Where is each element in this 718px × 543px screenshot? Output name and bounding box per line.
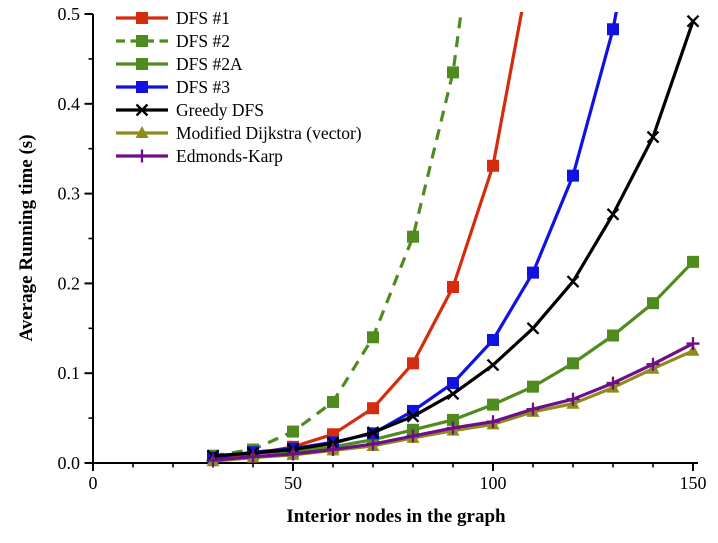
edmonds-karp-point-30	[206, 453, 220, 467]
dfs-2-point-70	[367, 331, 379, 344]
legend-marker-dfs-2a	[136, 58, 148, 70]
legend-label: DFS #2A	[176, 54, 243, 74]
dfs-2a-point-90	[447, 413, 459, 426]
series-dfs-2	[207, 12, 463, 462]
greedy-dfs-point-150	[686, 14, 700, 28]
legend-marker-dfs-2	[136, 35, 148, 47]
edmonds-karp-point-140	[646, 357, 660, 371]
dfs-1-point-70	[367, 402, 379, 415]
dfs-2-point-90	[447, 66, 459, 79]
legend: DFS #1 DFS #2 DFS #2A DFS #3 Greedy DFS Modif…	[116, 8, 362, 166]
dfs-3-point-100	[487, 333, 499, 346]
x-tick-label: 50	[284, 473, 302, 493]
dfs-3-point-90	[447, 377, 459, 390]
series-dfs-3	[207, 12, 619, 464]
edmonds-karp-point-100	[486, 415, 500, 429]
edmonds-karp-point-110	[526, 402, 540, 416]
legend-marker-modified-dijkstra-vector	[135, 126, 149, 138]
legend-item-greedy-dfs: Greedy DFS	[116, 100, 264, 120]
edmonds-karp-point-70	[366, 437, 380, 451]
series-line-edmonds-karp	[212, 342, 694, 462]
dfs-3-point-120	[567, 169, 579, 182]
edmonds-karp-point-80	[406, 429, 420, 443]
y-tick-label: 0.0	[58, 453, 81, 473]
dfs-1-point-100	[487, 159, 499, 172]
legend-label: DFS #2	[176, 31, 230, 51]
dfs-2a-point-140	[647, 297, 659, 310]
legend-item-edmonds-karp: Edmonds-Karp	[116, 146, 283, 166]
legend-item-dfs-3: DFS #3	[116, 77, 230, 97]
series-edmonds-karp	[206, 337, 700, 467]
dfs-2a-point-100	[487, 398, 499, 411]
dfs-2a-point-110	[527, 380, 539, 393]
legend-label: Modified Dijkstra (vector)	[176, 123, 362, 143]
dfs-2-point-60	[327, 395, 339, 408]
series-line-greedy-dfs	[212, 20, 695, 458]
y-tick-label: 0.3	[58, 184, 81, 204]
greedy-dfs-point-130	[606, 207, 620, 221]
dfs-1-point-80	[407, 357, 419, 370]
series-greedy-dfs	[206, 14, 700, 463]
y-tick-label: 0.5	[58, 4, 81, 24]
edmonds-karp-point-130	[606, 376, 620, 390]
series-line-dfs-1	[212, 12, 524, 460]
edmonds-karp-point-50	[286, 447, 300, 461]
legend-item-dfs-2: DFS #2	[116, 31, 230, 51]
legend-item-dfs-2a: DFS #2A	[116, 54, 243, 74]
greedy-dfs-point-70	[366, 426, 380, 439]
legend-label: DFS #3	[176, 77, 230, 97]
legend-label: Edmonds-Karp	[176, 146, 283, 166]
dfs-2a-point-130	[607, 329, 619, 342]
dfs-1-point-90	[447, 280, 459, 293]
y-tick-label: 0.1	[58, 363, 81, 383]
legend-item-dfs-1: DFS #1	[116, 8, 230, 28]
y-tick-label: 0.2	[58, 273, 81, 293]
legend-marker-dfs-1	[136, 12, 148, 24]
edmonds-karp-point-150	[686, 337, 700, 351]
series-line-dfs-2	[212, 12, 463, 458]
dfs-2-point-50	[287, 425, 299, 438]
dfs-3-point-110	[527, 266, 539, 279]
edmonds-karp-point-120	[566, 392, 580, 406]
x-tick-label: 100	[480, 473, 507, 493]
y-axis-title: Average Running time (s)	[16, 134, 37, 341]
legend-label: DFS #1	[176, 8, 230, 28]
legend-marker-dfs-3	[136, 81, 148, 93]
greedy-dfs-point-80	[406, 409, 420, 423]
edmonds-karp-point-60	[326, 443, 340, 457]
dfs-2-point-80	[407, 230, 419, 243]
edmonds-karp-point-90	[446, 421, 460, 435]
y-tick-label: 0.4	[58, 94, 81, 114]
x-axis-title: Interior nodes in the graph	[286, 506, 506, 527]
x-tick-label: 150	[680, 473, 707, 493]
dfs-3-point-130	[607, 23, 619, 36]
legend-label: Greedy DFS	[176, 100, 264, 120]
series-dfs-1	[207, 12, 524, 464]
legend-marker-greedy-dfs	[135, 103, 149, 117]
dfs-2a-point-150	[687, 255, 699, 268]
legend-item-modified-dijkstra-vector: Modified Dijkstra (vector)	[116, 123, 362, 143]
greedy-dfs-point-120	[566, 275, 580, 288]
plot-area	[206, 12, 700, 467]
series-line-modified-dijkstra-vector	[212, 349, 694, 463]
series-line-dfs-3	[212, 12, 618, 460]
greedy-dfs-point-110	[526, 321, 540, 335]
greedy-dfs-point-140	[646, 130, 660, 144]
greedy-dfs-point-100	[486, 358, 500, 372]
x-tick-label: 0	[89, 473, 98, 493]
greedy-dfs-point-90	[446, 387, 460, 401]
legend-marker-edmonds-karp	[135, 149, 149, 163]
dfs-2a-point-120	[567, 357, 579, 370]
edmonds-karp-point-40	[246, 450, 260, 464]
